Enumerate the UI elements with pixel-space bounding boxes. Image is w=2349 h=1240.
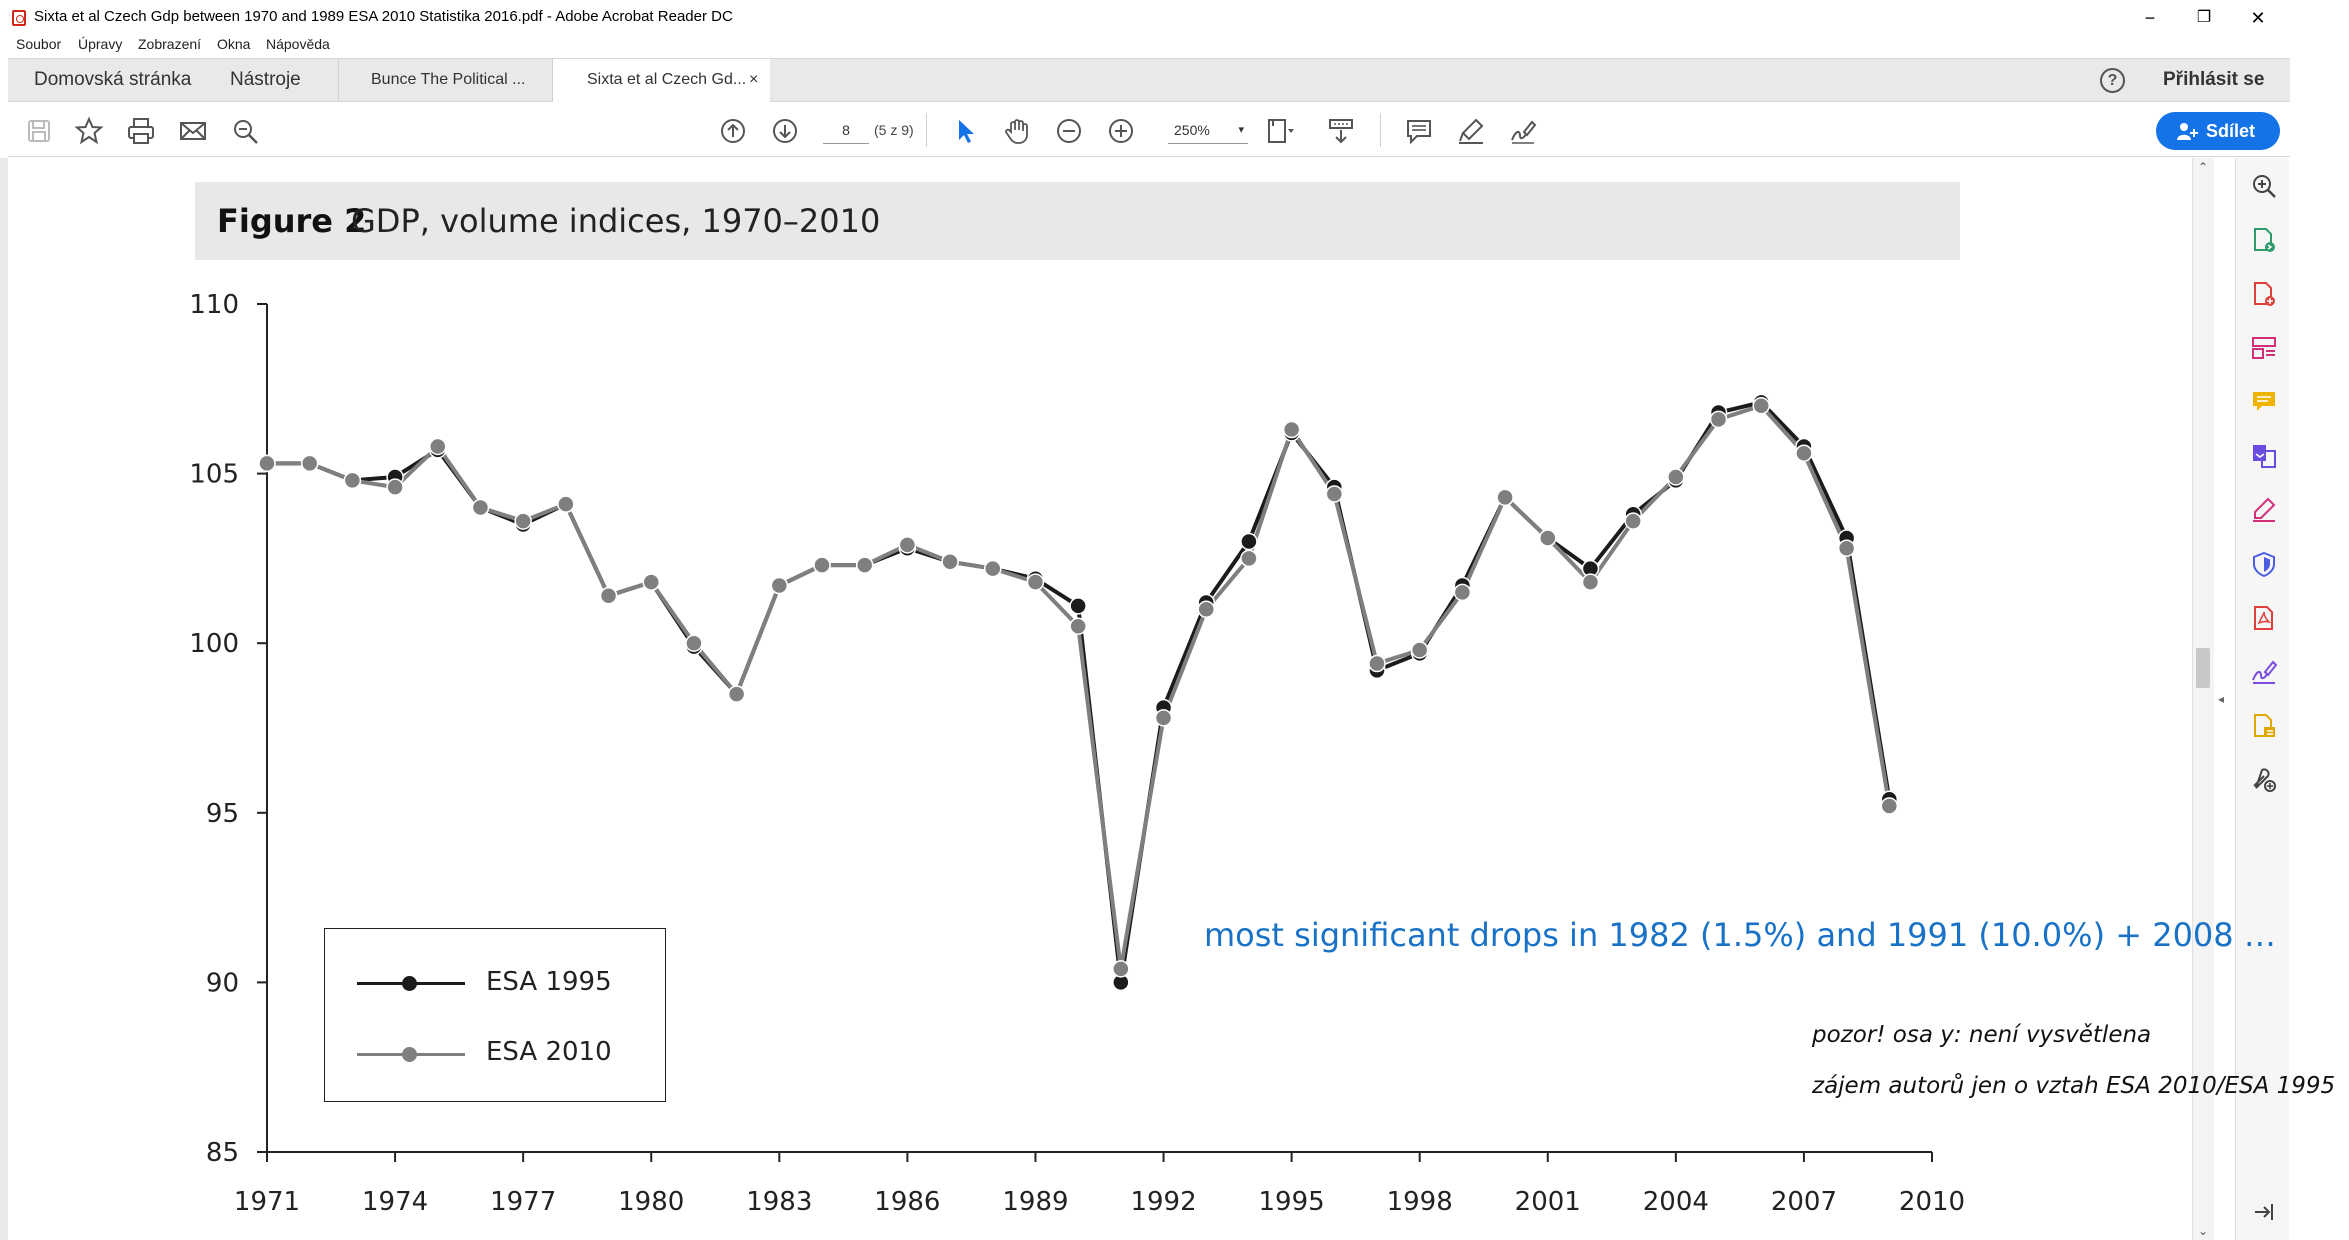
minimize-button[interactable]: − — [2144, 8, 2156, 28]
page-count-label: (5 z 9) — [874, 122, 914, 138]
page-number-input[interactable]: 8 — [823, 116, 869, 144]
menu-view[interactable]: Zobrazení — [138, 36, 202, 52]
share-button[interactable]: Sdílet — [2156, 112, 2280, 150]
zoom-in-icon[interactable] — [1106, 116, 1136, 146]
tools-pane — [2235, 158, 2289, 1240]
hand-icon[interactable] — [1002, 116, 1032, 146]
print-icon[interactable] — [126, 116, 156, 146]
figure-title: GDP, volume indices, 1970–2010 — [351, 202, 881, 240]
zoom-level-select[interactable]: 250% ▾ — [1168, 116, 1248, 144]
combine-files-icon[interactable] — [2250, 442, 2278, 470]
acrobat-app-icon — [12, 10, 26, 26]
vertical-scrollbar[interactable]: ⌃ ⌄ — [2192, 158, 2214, 1240]
menu-bar: Soubor Úpravy Zobrazení Okna Nápověda — [0, 34, 2349, 56]
menu-window[interactable]: Okna — [217, 36, 251, 52]
close-tab-icon[interactable]: × — [749, 71, 759, 88]
figure-number: Figure 2 — [217, 202, 367, 240]
chevron-down-icon: ▾ — [1238, 124, 1244, 136]
toolbar-divider — [1380, 113, 1381, 147]
adobe-pdf-icon[interactable] — [2250, 604, 2278, 632]
menu-help[interactable]: Nápověda — [266, 36, 330, 52]
comment-icon[interactable] — [1404, 116, 1434, 146]
menu-edit[interactable]: Úpravy — [78, 36, 123, 52]
toolbar: 8 (5 z 9) 250% ▾ Sdílet — [8, 103, 2290, 157]
organize-pages-icon[interactable] — [2250, 334, 2278, 362]
drops-annotation: most significant drops in 1982 (1.5%) an… — [1204, 916, 2276, 954]
share-label: Sdílet — [2206, 121, 2256, 141]
email-icon[interactable] — [178, 116, 208, 146]
export-pdf-icon[interactable] — [2250, 226, 2278, 254]
create-pdf-icon[interactable] — [2250, 280, 2278, 308]
more-tools-icon[interactable] — [2250, 766, 2278, 794]
window-title: Sixta et al Czech Gdp between 1970 and 1… — [34, 8, 733, 25]
chart-legend: ESA 1995 ESA 2010 — [324, 928, 666, 1102]
zoom-out-icon[interactable] — [1054, 116, 1084, 146]
scrollbar-thumb[interactable] — [2196, 648, 2210, 688]
save-icon[interactable] — [24, 116, 54, 146]
prev-page-icon[interactable] — [718, 116, 748, 146]
help-icon[interactable]: ? — [2100, 68, 2125, 93]
legend-marker-esa2010 — [402, 1047, 417, 1062]
bookmark-star-icon[interactable] — [74, 116, 104, 146]
scroll-up-icon[interactable]: ⌃ — [2198, 160, 2209, 174]
tab-home[interactable]: Domovská stránka — [34, 69, 192, 90]
zoom-search-icon[interactable] — [2250, 172, 2278, 200]
window-titlebar: Sixta et al Czech Gdp between 1970 and 1… — [0, 0, 2349, 34]
tab-label: Sixta et al Czech Gd... — [587, 71, 747, 88]
zoom-value: 250% — [1174, 122, 1210, 138]
select-cursor-icon[interactable] — [950, 116, 980, 146]
close-window-button[interactable]: ✕ — [2250, 8, 2266, 28]
menu-file[interactable]: Soubor — [16, 36, 62, 52]
collapse-right-panel-icon[interactable]: ◂ — [2218, 692, 2225, 706]
tab-document-sixta[interactable]: Sixta et al Czech Gd... × — [552, 59, 770, 102]
protect-icon[interactable] — [2250, 550, 2278, 578]
figure-header: Figure 2 GDP, volume indices, 1970–2010 — [195, 182, 1960, 260]
sign-in-link[interactable]: Přihlásit se — [2163, 69, 2265, 90]
maximize-button[interactable]: ❐ — [2196, 9, 2212, 26]
sign-icon[interactable] — [1508, 116, 1538, 146]
scroll-down-icon[interactable]: ⌄ — [2198, 1224, 2209, 1238]
axis-note: pozor! osa y: není vysvětlena — [1812, 1022, 2152, 1048]
scroll-mode-icon[interactable] — [1326, 116, 1356, 146]
tab-label: Bunce The Political ... — [371, 71, 526, 88]
highlight-icon[interactable] — [1456, 116, 1486, 146]
comment-panel-icon[interactable] — [2250, 388, 2278, 416]
fill-sign-icon[interactable] — [2250, 496, 2278, 524]
legend-marker-esa1995 — [402, 976, 417, 991]
toolbar-divider — [926, 113, 927, 147]
add-user-icon — [2177, 123, 2198, 140]
send-for-review-icon[interactable] — [2250, 712, 2278, 740]
collapse-tools-pane-icon[interactable] — [2250, 1198, 2278, 1226]
legend-label-esa2010: ESA 2010 — [486, 1037, 612, 1067]
legend-label-esa1995: ESA 1995 — [486, 967, 612, 997]
request-signature-icon[interactable] — [2250, 658, 2278, 686]
tab-tools[interactable]: Nástroje — [230, 69, 301, 90]
authors-note: zájem autorů jen o vztah ESA 2010/ESA 19… — [1812, 1073, 2336, 1099]
left-panel-strip — [0, 158, 8, 1240]
tab-document-bunce[interactable]: Bunce The Political ... — [338, 59, 548, 101]
next-page-icon[interactable] — [770, 116, 800, 146]
find-icon[interactable] — [230, 116, 260, 146]
fit-page-icon[interactable] — [1264, 116, 1294, 146]
tab-bar: Domovská stránka Nástroje Bunce The Poli… — [8, 58, 2290, 102]
